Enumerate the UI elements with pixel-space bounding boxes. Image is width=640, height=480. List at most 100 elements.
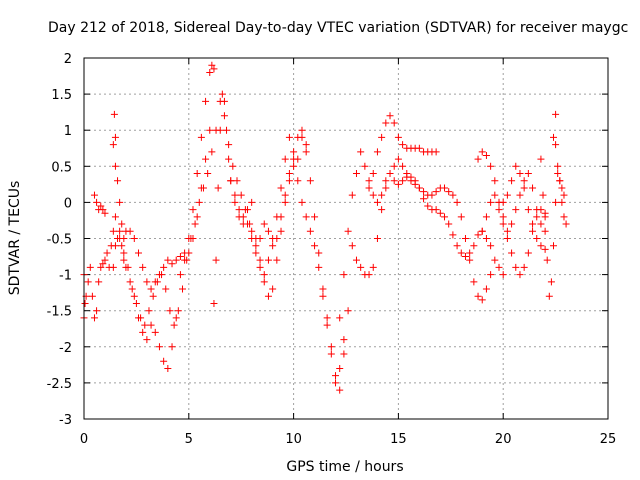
data-point bbox=[512, 162, 520, 170]
data-point bbox=[206, 126, 214, 134]
data-point bbox=[176, 253, 184, 261]
data-point bbox=[128, 285, 136, 293]
data-point bbox=[453, 242, 461, 250]
data-point bbox=[491, 256, 499, 264]
data-point bbox=[229, 162, 237, 170]
data-point bbox=[520, 263, 528, 271]
data-point bbox=[111, 133, 119, 141]
data-point bbox=[81, 299, 89, 307]
y-tick-label: 1.5 bbox=[51, 88, 72, 103]
x-tick-label: 10 bbox=[285, 432, 302, 447]
data-point bbox=[208, 61, 216, 69]
data-point bbox=[323, 314, 331, 322]
data-point bbox=[516, 191, 524, 199]
data-point bbox=[457, 249, 465, 257]
data-point bbox=[512, 263, 520, 271]
x-tick-label: 20 bbox=[495, 432, 512, 447]
data-point bbox=[256, 263, 264, 271]
data-point bbox=[151, 328, 159, 336]
data-point bbox=[269, 285, 277, 293]
data-point bbox=[290, 162, 298, 170]
data-point bbox=[124, 263, 132, 271]
data-point bbox=[164, 364, 172, 372]
data-point bbox=[541, 245, 549, 253]
data-point bbox=[298, 133, 306, 141]
data-point bbox=[420, 188, 428, 196]
data-point bbox=[327, 343, 335, 351]
data-point bbox=[212, 256, 220, 264]
data-point bbox=[116, 227, 124, 235]
data-point bbox=[441, 213, 449, 221]
data-point bbox=[210, 299, 218, 307]
data-point bbox=[298, 198, 306, 206]
data-point bbox=[306, 227, 314, 235]
data-point bbox=[373, 235, 381, 242]
y-tick-label: 2 bbox=[64, 52, 72, 67]
data-point bbox=[390, 177, 398, 185]
data-point bbox=[243, 206, 251, 214]
data-point bbox=[260, 220, 268, 228]
data-point bbox=[369, 263, 377, 271]
data-point bbox=[344, 227, 352, 235]
y-tick-label: -0.5 bbox=[47, 233, 72, 248]
data-point bbox=[552, 198, 560, 206]
data-point bbox=[126, 278, 134, 286]
data-point bbox=[252, 242, 260, 250]
data-point bbox=[256, 256, 264, 264]
data-point bbox=[193, 213, 201, 221]
data-point bbox=[560, 191, 568, 199]
data-point bbox=[319, 285, 327, 293]
data-point bbox=[311, 242, 319, 250]
data-point bbox=[394, 155, 402, 163]
data-point bbox=[495, 263, 503, 271]
data-point bbox=[319, 292, 327, 300]
data-point bbox=[411, 177, 419, 185]
data-point bbox=[172, 314, 180, 322]
data-point bbox=[503, 227, 511, 235]
data-point bbox=[315, 263, 323, 271]
data-point bbox=[208, 148, 216, 156]
data-point bbox=[264, 292, 272, 300]
data-point bbox=[482, 213, 490, 221]
data-point bbox=[524, 206, 532, 214]
data-point bbox=[99, 206, 107, 214]
data-point bbox=[166, 307, 174, 315]
data-point bbox=[239, 213, 247, 221]
data-point bbox=[147, 285, 155, 293]
y-tick-label: -2 bbox=[59, 341, 72, 356]
data-point bbox=[332, 372, 340, 380]
data-point bbox=[273, 256, 281, 264]
data-point bbox=[541, 227, 549, 235]
data-point bbox=[197, 133, 205, 141]
data-point bbox=[545, 292, 553, 300]
data-point bbox=[294, 177, 302, 185]
data-point bbox=[225, 141, 233, 149]
data-point bbox=[524, 170, 532, 178]
data-point bbox=[466, 256, 474, 264]
data-point bbox=[306, 177, 314, 185]
data-point bbox=[474, 292, 482, 300]
data-point bbox=[315, 249, 323, 257]
data-point bbox=[290, 148, 298, 156]
x-tick-label: 0 bbox=[80, 432, 88, 447]
data-point bbox=[235, 206, 243, 214]
data-point bbox=[552, 141, 560, 149]
data-point bbox=[260, 271, 268, 279]
data-point bbox=[109, 141, 117, 149]
data-point bbox=[432, 188, 440, 196]
data-point bbox=[394, 180, 402, 188]
data-point bbox=[302, 148, 310, 156]
data-point bbox=[141, 321, 149, 329]
data-point bbox=[187, 235, 195, 242]
data-point bbox=[524, 249, 532, 257]
data-point bbox=[560, 213, 568, 221]
data-point bbox=[298, 126, 306, 134]
data-point bbox=[183, 256, 191, 264]
data-point bbox=[191, 220, 199, 228]
data-point bbox=[361, 162, 369, 170]
data-point bbox=[365, 271, 373, 279]
data-point bbox=[149, 292, 157, 300]
data-point bbox=[487, 162, 495, 170]
data-point bbox=[482, 285, 490, 293]
data-point bbox=[554, 170, 562, 178]
